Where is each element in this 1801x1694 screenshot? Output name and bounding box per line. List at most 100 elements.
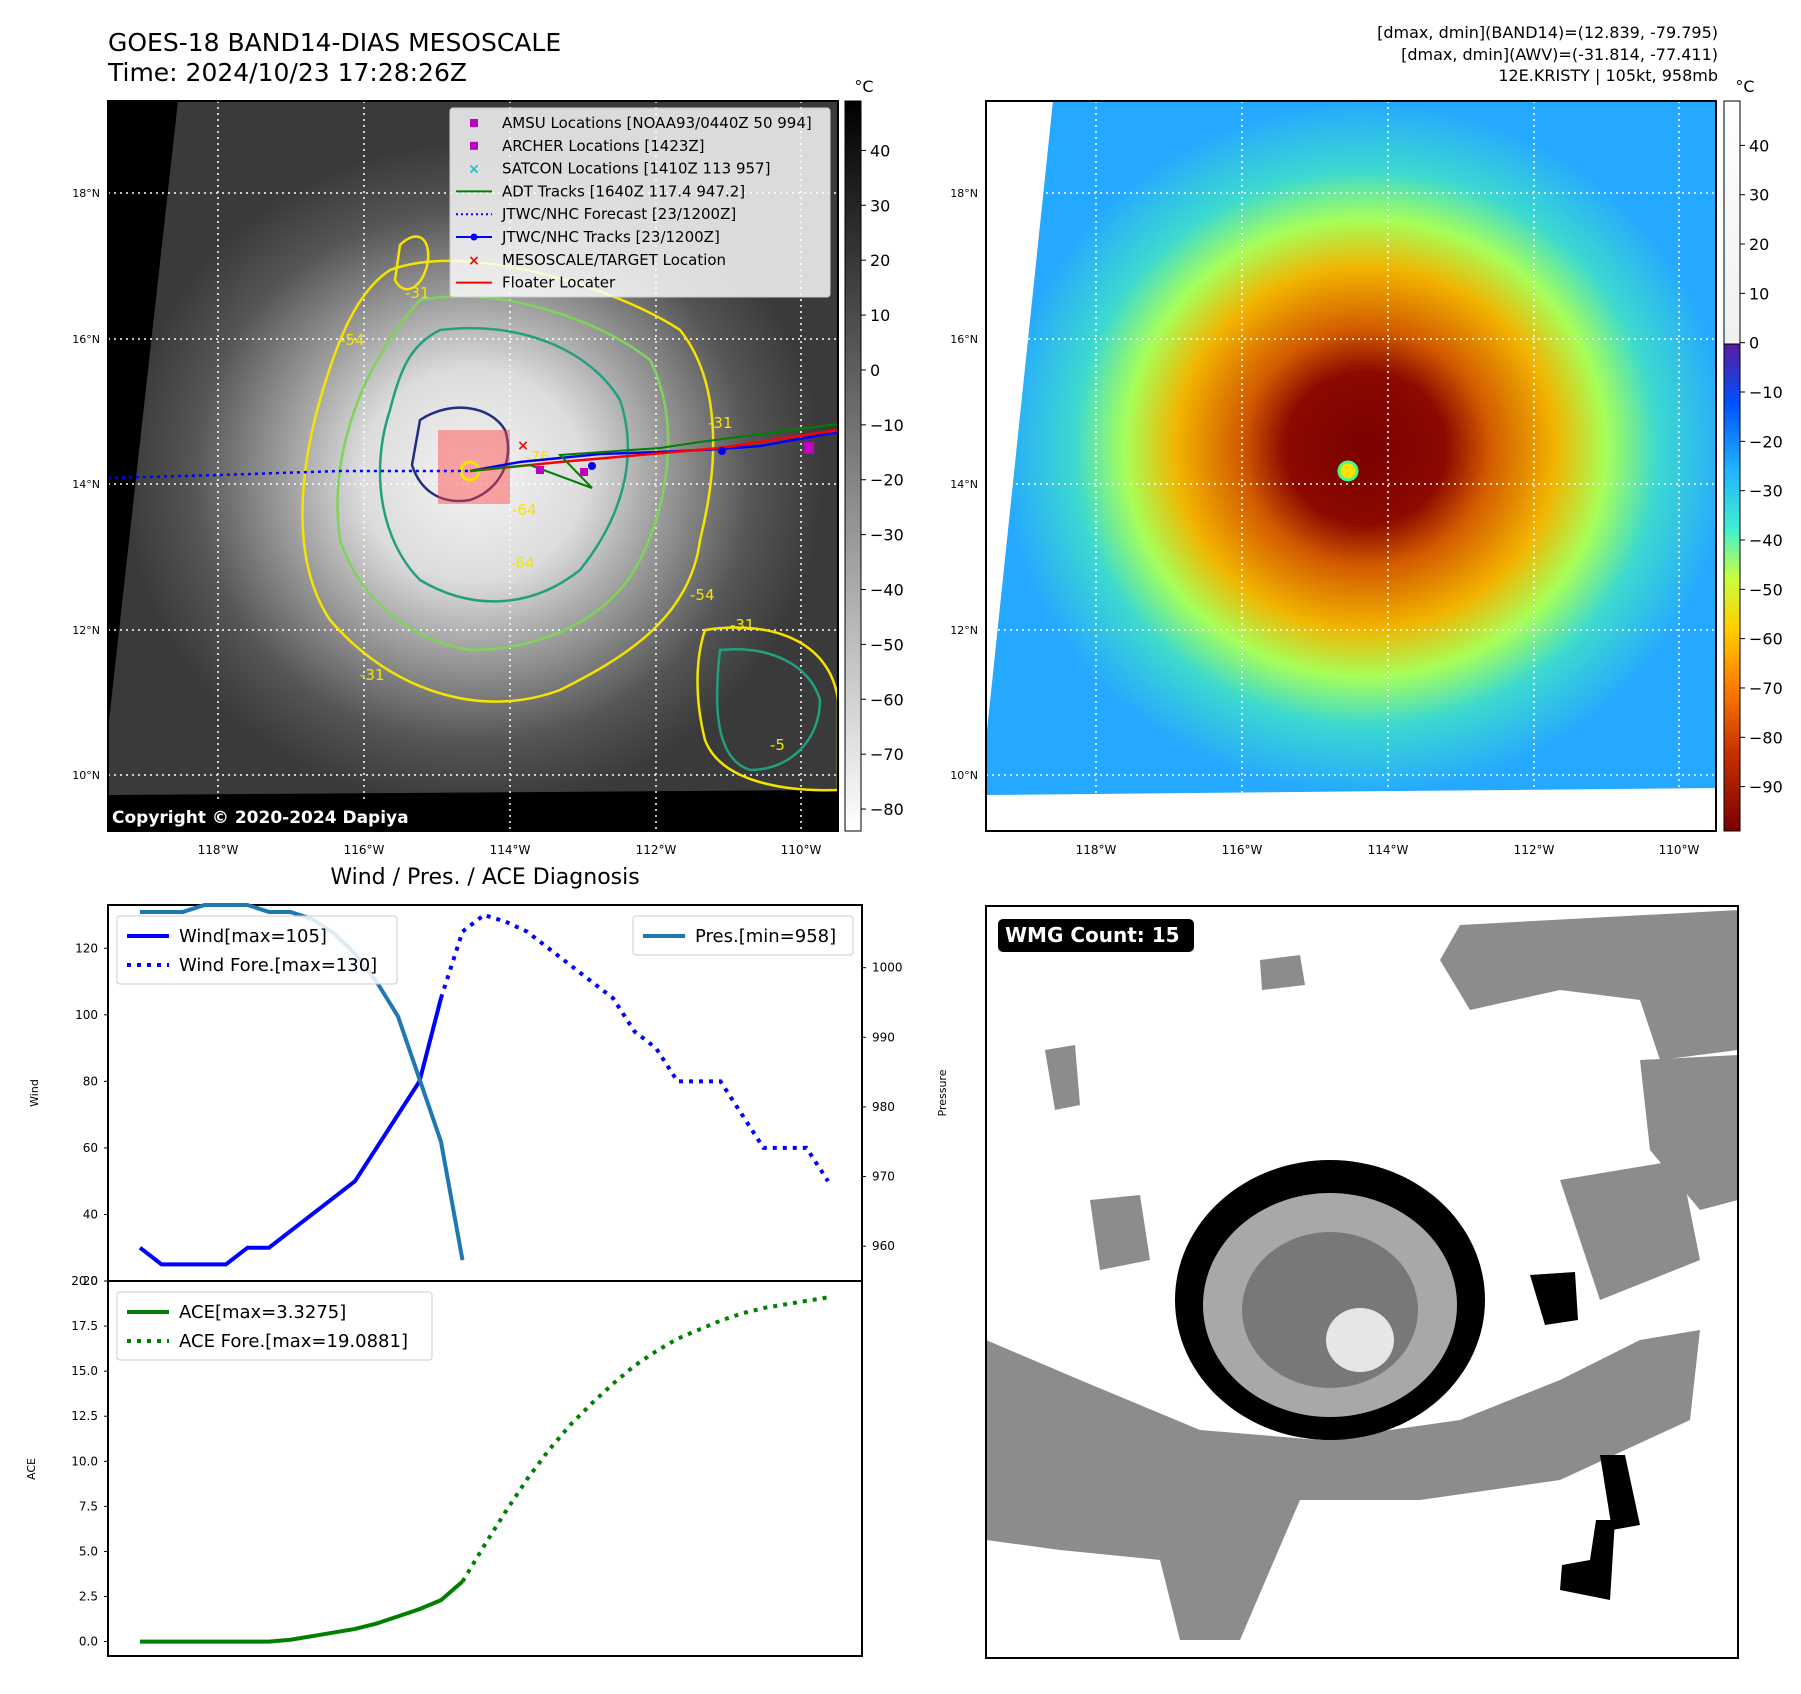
colorbar-tick-label: −90 bbox=[1749, 778, 1783, 797]
pressure-tick-label: 980 bbox=[872, 1100, 895, 1114]
figure-canvas: GOES-18 BAND14-DIAS MESOSCALE Time: 2024… bbox=[0, 0, 1801, 1690]
lon-label: 118°W bbox=[198, 843, 239, 857]
chart-legend-entry: Wind Fore.[max=130] bbox=[179, 955, 377, 976]
contour-label: -31 bbox=[360, 666, 385, 684]
ir-legend: AMSU Locations [NOAA93/0440Z 50 994] ARCH… bbox=[450, 108, 830, 297]
legend-entry: Floater Locater bbox=[502, 274, 616, 292]
lat-label: 16°N bbox=[72, 333, 100, 346]
colorbar-tick-label: 40 bbox=[1749, 136, 1769, 155]
colorbar-tick-label: −30 bbox=[870, 526, 904, 545]
ir-panel: -31-54-64-64-76-31-31-54-5-31 × AMSU Loc… bbox=[72, 77, 904, 857]
wind-tick-label: 40 bbox=[83, 1207, 98, 1221]
colorbar-tick-label: 20 bbox=[870, 251, 890, 270]
colorbar-tick-label: −30 bbox=[1749, 482, 1783, 501]
legend-entry: MESOSCALE/TARGET Location bbox=[502, 251, 726, 269]
colorbar-tick-label: −80 bbox=[870, 800, 904, 819]
lon-label: 116°W bbox=[1222, 843, 1263, 857]
storm-info: 12E.KRISTY | 105kt, 958mb bbox=[1498, 66, 1718, 85]
awv-eye bbox=[1339, 462, 1357, 480]
ace-tick-label: 2.5 bbox=[79, 1590, 98, 1604]
lat-label: 14°N bbox=[72, 478, 100, 491]
colorbar-tick-label: −60 bbox=[1749, 630, 1783, 649]
ace-tick-label: 17.5 bbox=[71, 1319, 98, 1333]
contour-label: -64 bbox=[510, 554, 535, 572]
lon-label: 110°W bbox=[781, 843, 822, 857]
lat-label: 12°N bbox=[950, 624, 978, 637]
lat-label: 18°N bbox=[950, 187, 978, 200]
colorbar-tick-label: 30 bbox=[870, 196, 890, 215]
legend-marker-square bbox=[470, 142, 478, 150]
ace-tick-label: 20.0 bbox=[71, 1274, 98, 1288]
legend-entry: JTWC/NHC Tracks [23/1200Z] bbox=[501, 228, 720, 246]
lon-label: 116°W bbox=[344, 843, 385, 857]
legend-entry: ADT Tracks [1640Z 117.4 947.2] bbox=[502, 182, 745, 200]
lon-label: 112°W bbox=[636, 843, 677, 857]
chart-legend-entry: Pres.[min=958] bbox=[695, 926, 836, 947]
copyright-text: Copyright © 2020-2024 Dapiya bbox=[112, 808, 409, 828]
legend-entry: ARCHER Locations [1423Z] bbox=[502, 137, 705, 155]
contour-label: -5 bbox=[770, 736, 785, 754]
contour-label: -64 bbox=[512, 501, 537, 519]
ace-tick-label: 7.5 bbox=[79, 1499, 98, 1513]
ace-ticks: 20.0 17.5 15.0 12.5 10.0 7.5 5.0 2.5 0.0 bbox=[71, 1274, 108, 1649]
colorbar-tick-label: 40 bbox=[870, 141, 890, 160]
colorbar-tick-label: −20 bbox=[1749, 432, 1783, 451]
archer-marker bbox=[536, 466, 544, 474]
ir-colorbar-unit: °C bbox=[854, 77, 873, 96]
legend-entry: AMSU Locations [NOAA93/0440Z 50 994] bbox=[502, 114, 812, 132]
lon-label: 114°W bbox=[1368, 843, 1409, 857]
colorbar-tick-label: −40 bbox=[1749, 531, 1783, 550]
pressure-legend: Pres.[min=958] bbox=[633, 916, 853, 955]
lat-label: 10°N bbox=[950, 769, 978, 782]
wind-legend: Wind[max=105] Wind Fore.[max=130] bbox=[117, 916, 397, 984]
colorbar-tick-label: 0 bbox=[870, 361, 880, 380]
colorbar-tick-label: −50 bbox=[1749, 580, 1783, 599]
wmg-count-text: WMG Count: 15 bbox=[1005, 923, 1180, 947]
colorbar-tick-label: −70 bbox=[1749, 679, 1783, 698]
colorbar-tick-label: −60 bbox=[870, 690, 904, 709]
legend-entry: JTWC/NHC Forecast [23/1200Z] bbox=[501, 205, 736, 223]
ace-tick-label: 15.0 bbox=[71, 1364, 98, 1378]
pressure-tick-label: 990 bbox=[872, 1030, 895, 1044]
lat-label: 14°N bbox=[950, 478, 978, 491]
legend-marker-x: × bbox=[468, 253, 480, 269]
contour-label: -31 bbox=[708, 414, 733, 432]
wmg-eye bbox=[1326, 1308, 1394, 1372]
chart-legend-entry: Wind[max=105] bbox=[179, 926, 327, 947]
chart-legend-entry: ACE[max=3.3275] bbox=[179, 1302, 346, 1323]
colorbar-tick-label: −10 bbox=[1749, 383, 1783, 402]
ace-axis-label: ACE bbox=[25, 1458, 38, 1480]
wind-tick-label: 60 bbox=[83, 1141, 98, 1155]
jtwc-track-point bbox=[718, 447, 726, 455]
ir-colorbar-ticks: 403020100−10−20−30−40−50−60−70−80 bbox=[861, 141, 904, 819]
colorbar-tick-label: 10 bbox=[1749, 284, 1769, 303]
lat-label: 18°N bbox=[72, 187, 100, 200]
contour-label: -54 bbox=[340, 331, 365, 349]
pressure-ticks: 1000 990 980 970 960 bbox=[862, 961, 903, 1254]
awv-range: [dmax, dmin](AWV)=(-31.814, -77.411) bbox=[1401, 45, 1718, 64]
pressure-axis-label: Pressure bbox=[936, 1069, 949, 1116]
lon-label: 112°W bbox=[1514, 843, 1555, 857]
lat-label: 10°N bbox=[72, 769, 100, 782]
ace-legend: ACE[max=3.3275] ACE Fore.[max=19.0881] bbox=[117, 1292, 432, 1360]
awv-panel: 118°W 116°W 114°W 112°W 110°W 18°N 16°N 14°N 12°… bbox=[950, 77, 1783, 857]
figure-root: GOES-18 BAND14-DIAS MESOSCALE Time: 2024… bbox=[0, 0, 1801, 1690]
target-marker: × bbox=[517, 438, 529, 454]
lon-label: 114°W bbox=[490, 843, 531, 857]
wind-tick-label: 120 bbox=[75, 941, 98, 955]
pressure-tick-label: 970 bbox=[872, 1170, 895, 1184]
chart-legend-entry: ACE Fore.[max=19.0881] bbox=[179, 1331, 408, 1352]
colorbar-tick-label: 30 bbox=[1749, 186, 1769, 205]
wind-ticks: 120 100 80 60 40 20 bbox=[75, 941, 108, 1288]
legend-marker-x: × bbox=[468, 162, 480, 178]
contour-label: -31 bbox=[730, 616, 755, 634]
wind-tick-label: 100 bbox=[75, 1008, 98, 1022]
legend-marker-dot bbox=[471, 234, 478, 241]
wind-axis-label: Wind bbox=[28, 1079, 41, 1107]
diagnosis-panel: Wind / Pres. / ACE Diagnosis Wind Pressu… bbox=[25, 865, 949, 1656]
amsu-marker bbox=[804, 442, 814, 454]
lon-label: 118°W bbox=[1076, 843, 1117, 857]
figure-title: GOES-18 BAND14-DIAS MESOSCALE bbox=[108, 28, 561, 57]
diagnosis-title: Wind / Pres. / ACE Diagnosis bbox=[330, 865, 639, 890]
ace-tick-label: 12.5 bbox=[71, 1409, 98, 1423]
